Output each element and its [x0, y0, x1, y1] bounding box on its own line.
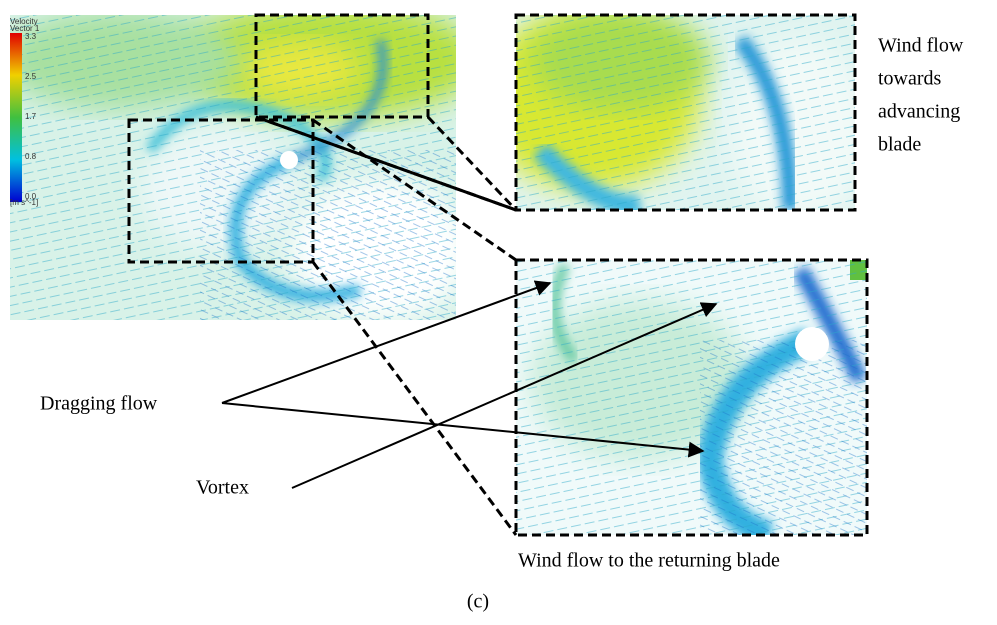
legend-tick-label: 3.3	[25, 32, 37, 41]
legend-tick-label: 1.7	[25, 112, 37, 121]
colorbar	[10, 33, 22, 202]
advancing-label: advancing	[878, 101, 960, 123]
legend-unit: [m s^-1]	[10, 198, 38, 207]
legend-tick-label: 0.8	[25, 152, 37, 161]
returning-inset	[516, 260, 867, 535]
advancing-label: blade	[878, 134, 921, 156]
panel-label: (c)	[467, 591, 489, 613]
dragging-label: Dragging flow	[40, 393, 158, 415]
advancing-label: towards	[878, 68, 942, 90]
main-flow-image	[0, 0, 480, 320]
advancing-label: Wind flow	[878, 35, 964, 57]
figure: Velocity Vector 1 3.32.51.70.80.0 [m s^-…	[0, 0, 997, 625]
vortex-label: Vortex	[196, 477, 249, 499]
legend-tick-label: 2.5	[25, 72, 37, 81]
figure-canvas: Velocity Vector 1 3.32.51.70.80.0 [m s^-…	[0, 0, 997, 625]
advancing-inset	[480, 10, 870, 220]
returning-label: Wind flow to the returning blade	[518, 550, 780, 572]
